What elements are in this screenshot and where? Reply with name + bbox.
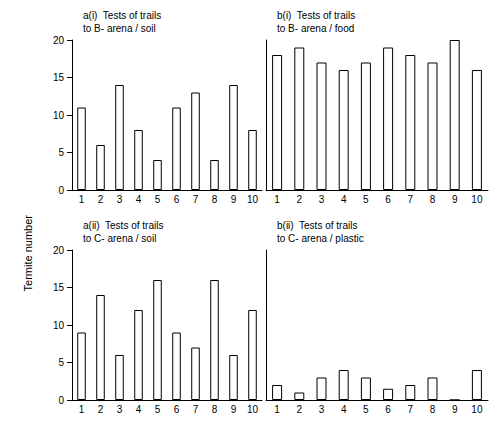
svg-text:2: 2 [297,404,303,415]
svg-text:1: 1 [79,194,85,205]
svg-text:5: 5 [58,357,64,368]
svg-text:5: 5 [58,147,64,158]
svg-text:0: 0 [58,185,64,196]
svg-text:9: 9 [231,404,237,415]
svg-text:10: 10 [247,404,259,415]
svg-text:to B- arena / food: to B- arena / food [277,23,354,34]
svg-text:to B- arena / soil: to B- arena / soil [83,23,156,34]
svg-text:9: 9 [452,194,458,205]
svg-text:8: 8 [212,194,218,205]
svg-text:3: 3 [319,194,325,205]
svg-text:10: 10 [471,404,483,415]
svg-text:10: 10 [247,194,259,205]
svg-text:1: 1 [274,194,280,205]
svg-text:8: 8 [430,404,436,415]
svg-text:a(ii) Tests of trails: a(ii) Tests of trails [83,220,163,231]
svg-text:10: 10 [53,320,65,331]
svg-text:7: 7 [193,404,199,415]
svg-text:1: 1 [274,404,280,415]
svg-text:9: 9 [452,404,458,415]
svg-text:5: 5 [155,404,161,415]
svg-text:6: 6 [174,404,180,415]
svg-text:3: 3 [117,404,123,415]
svg-text:to C- arena / soil: to C- arena / soil [83,233,156,244]
svg-text:1: 1 [79,404,85,415]
svg-text:4: 4 [341,194,347,205]
svg-text:7: 7 [408,404,414,415]
svg-text:7: 7 [408,194,414,205]
svg-text:3: 3 [117,194,123,205]
svg-text:4: 4 [136,194,142,205]
svg-text:3: 3 [319,404,325,415]
svg-text:6: 6 [174,194,180,205]
svg-text:6: 6 [385,194,391,205]
svg-text:0: 0 [58,395,64,406]
svg-text:9: 9 [231,194,237,205]
svg-text:10: 10 [471,194,483,205]
svg-text:5: 5 [155,194,161,205]
svg-text:2: 2 [297,194,303,205]
svg-text:15: 15 [53,72,65,83]
svg-text:7: 7 [193,194,199,205]
svg-text:4: 4 [136,404,142,415]
svg-text:2: 2 [98,194,104,205]
svg-text:b(i) Tests of trails: b(i) Tests of trails [277,10,355,21]
svg-text:6: 6 [385,404,391,415]
svg-text:5: 5 [363,194,369,205]
svg-text:5: 5 [363,404,369,415]
svg-text:a(i) Tests of trails: a(i) Tests of trails [83,10,161,21]
svg-text:8: 8 [212,404,218,415]
svg-text:4: 4 [341,404,347,415]
svg-text:15: 15 [53,282,65,293]
svg-text:to C- arena / plastic: to C- arena / plastic [277,233,364,244]
svg-text:2: 2 [98,404,104,415]
svg-text:20: 20 [53,35,65,46]
svg-text:10: 10 [53,110,65,121]
svg-text:8: 8 [430,194,436,205]
svg-text:b(ii) Tests of trails: b(ii) Tests of trails [277,220,357,231]
svg-text:20: 20 [53,245,65,256]
svg-text:Termite number: Termite number [22,215,34,292]
